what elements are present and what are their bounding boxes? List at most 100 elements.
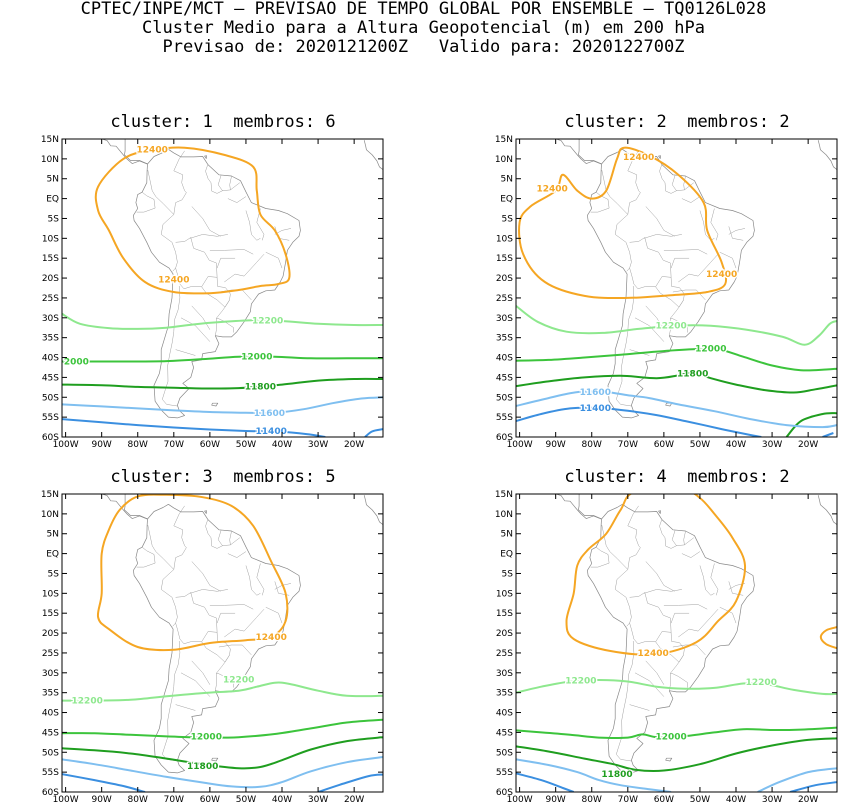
map-panel-1: 12400 12400 12200 12000 2000 11800 11600 11400 1… <box>20 132 400 452</box>
political-border <box>191 561 221 592</box>
political-border <box>669 300 684 336</box>
political-border <box>175 349 196 356</box>
contour-11800 <box>516 737 837 772</box>
contour-label: 12200 <box>72 697 103 707</box>
lon-label: 80W <box>582 440 602 450</box>
lon-label: 60W <box>200 795 220 805</box>
political-border <box>601 169 632 272</box>
panel-4-title: cluster: 4 membros: 2 <box>564 467 790 487</box>
lon-label: 100W <box>507 440 533 450</box>
political-border <box>659 519 694 549</box>
political-border <box>180 672 211 697</box>
political-border <box>136 192 156 213</box>
political-border <box>215 655 230 691</box>
lat-label: 55S <box>496 768 513 778</box>
contour-11400 <box>62 418 326 437</box>
contour-12200 <box>516 305 837 346</box>
contour-11400 <box>516 772 575 792</box>
political-border <box>209 249 254 255</box>
lon-label: 90W <box>545 440 565 450</box>
contour-11800 <box>62 736 383 770</box>
lon-label: 70W <box>618 440 638 450</box>
lat-label: 15N <box>495 135 513 145</box>
lat-label: 10N <box>495 510 513 520</box>
contour-12000 <box>62 718 383 739</box>
political-border <box>655 632 685 663</box>
lat-label: 60S <box>496 788 513 798</box>
lat-label: 10N <box>495 155 513 165</box>
political-border <box>227 551 247 558</box>
contour-12400 <box>819 626 837 650</box>
political-border <box>645 660 665 685</box>
political-border <box>663 604 708 610</box>
political-border <box>229 531 232 545</box>
contour-11800 <box>516 371 837 394</box>
island <box>211 402 219 407</box>
political-border <box>173 150 187 215</box>
political-border <box>627 150 641 215</box>
political-border <box>265 251 283 269</box>
map-content: 12400 12200 12200 12000 11800 <box>516 494 837 792</box>
lat-label: 15N <box>41 135 59 145</box>
political-border <box>643 234 682 239</box>
contour-label: 12000 <box>695 344 726 354</box>
lon-label: 100W <box>53 440 79 450</box>
political-border <box>189 589 228 594</box>
political-border <box>629 237 672 290</box>
political-border <box>590 192 610 213</box>
political-border <box>245 210 261 241</box>
political-border <box>209 604 254 610</box>
lat-label: 15S <box>42 254 59 264</box>
lon-label: 30W <box>762 795 782 805</box>
contour-12200 <box>516 679 837 696</box>
island <box>665 757 673 762</box>
political-border <box>201 277 231 308</box>
contour-label: 12000 <box>191 732 222 742</box>
contour-label: 11400 <box>256 427 287 437</box>
political-border <box>205 519 240 549</box>
political-border <box>634 317 665 342</box>
lat-label: 40S <box>496 709 513 719</box>
lat-label: 55S <box>42 768 59 778</box>
contour-label: 12200 <box>746 678 777 688</box>
lat-label: 50S <box>42 393 59 403</box>
lon-label: 80W <box>128 795 148 805</box>
political-border <box>216 612 236 624</box>
subtitle-dates: Previsao de: 2020121200Z Valido para: 20… <box>162 37 685 57</box>
contour-label: 11600 <box>254 409 285 419</box>
contour-11600 <box>516 758 672 792</box>
contour-11600 <box>62 756 383 789</box>
subtitle-variable: Cluster Medio para a Altura Geopotencial… <box>142 18 705 38</box>
political-border <box>189 234 228 239</box>
contour-12000 <box>516 347 837 372</box>
lat-label: 10S <box>496 589 513 599</box>
political-border <box>616 640 635 762</box>
south-america-coastline <box>133 503 301 774</box>
political-border <box>218 644 252 656</box>
lat-label: 25S <box>42 649 59 659</box>
central-america-coastline <box>100 139 148 165</box>
map-frame <box>61 493 384 793</box>
island <box>658 155 661 159</box>
lon-label: 20W <box>344 440 364 450</box>
panel-2-title: cluster: 2 membros: 2 <box>564 112 790 132</box>
central-america-coastline <box>578 139 602 165</box>
contour-label: 12000 <box>655 732 686 742</box>
lon-label: 30W <box>308 795 328 805</box>
lat-label: 20S <box>496 629 513 639</box>
contour-label: 12200 <box>655 322 686 332</box>
political-border <box>629 592 672 645</box>
contour-11400 <box>364 428 383 437</box>
lat-label: 15S <box>496 254 513 264</box>
map-panel-3: 12400 12200 12200 12000 11800 15N 10N 5N EQ 5S 10S… <box>20 487 400 807</box>
lat-label: 20S <box>42 274 59 284</box>
political-border <box>224 609 265 638</box>
contour-label: 2000 <box>64 358 89 368</box>
political-border <box>681 196 701 203</box>
lon-label: 40W <box>272 795 292 805</box>
lon-label: 60W <box>200 440 220 450</box>
lat-label: 60S <box>42 788 59 798</box>
lat-label: 35S <box>42 334 59 344</box>
political-border <box>136 547 156 568</box>
lat-label: 55S <box>496 413 513 423</box>
